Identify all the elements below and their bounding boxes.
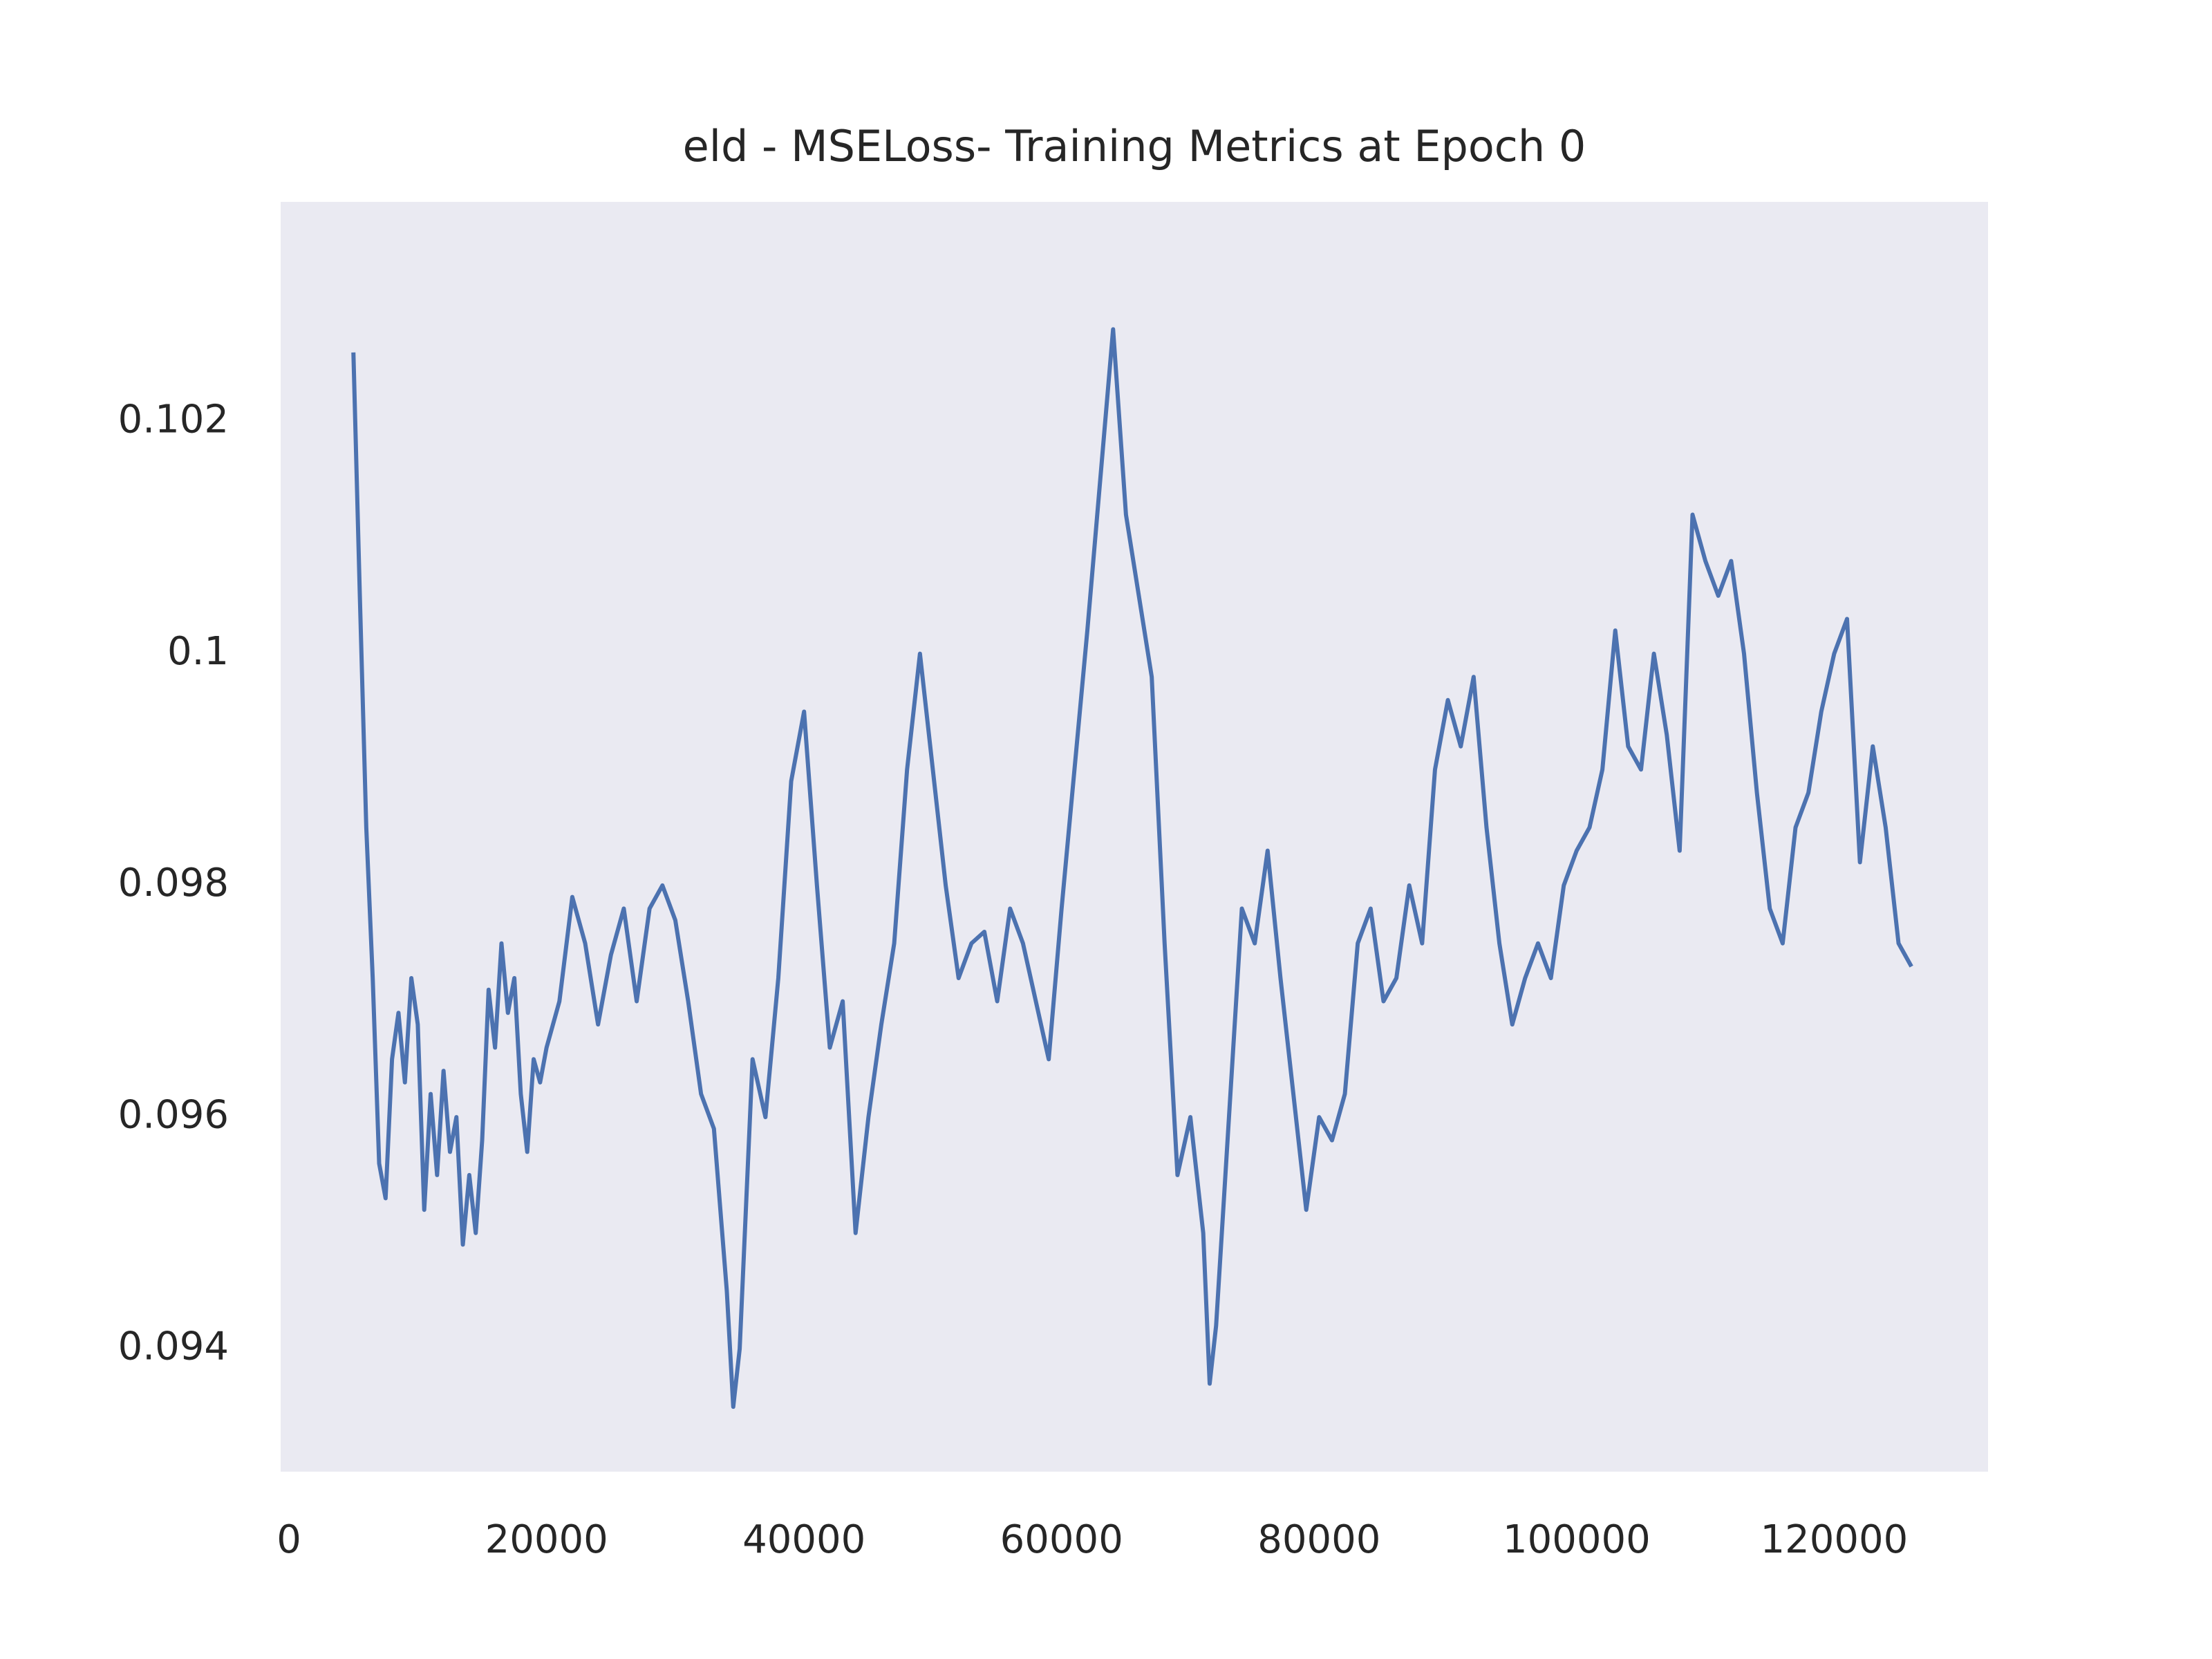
y-tick-label: 0.1	[167, 629, 229, 674]
x-tick-label: 40000	[742, 1517, 865, 1562]
y-tick-label: 0.102	[118, 397, 229, 442]
line-series	[351, 327, 1913, 1409]
chart-title: eld - MSELoss- Training Metrics at Epoch…	[683, 121, 1586, 171]
y-tick-label: 0.096	[118, 1092, 229, 1137]
x-tick-label: 0	[276, 1517, 301, 1562]
x-tick-label: 20000	[485, 1517, 608, 1562]
plot-area	[281, 202, 1988, 1472]
y-tick-label: 0.094	[118, 1324, 229, 1369]
y-tick-label: 0.098	[118, 861, 229, 906]
x-tick-label: 60000	[1000, 1517, 1123, 1562]
x-tick-label: 120000	[1761, 1517, 1909, 1562]
x-tick-label: 80000	[1257, 1517, 1380, 1562]
x-tick-label: 100000	[1503, 1517, 1651, 1562]
